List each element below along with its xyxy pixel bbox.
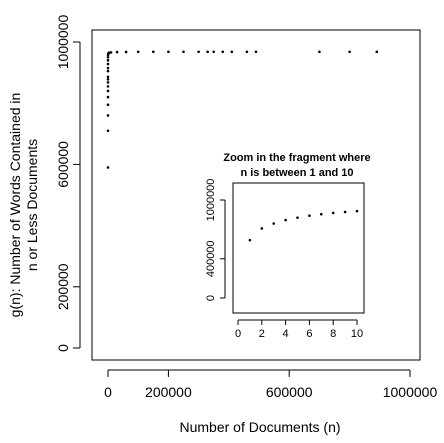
- inset-data-point: [320, 212, 323, 216]
- inset-x-tick-label: 6: [306, 328, 312, 340]
- inset-x-tick-label: 0: [235, 328, 241, 340]
- inset-plot: Zoom in the fragment where n is between 1…: [205, 152, 371, 340]
- data-point: [230, 50, 234, 54]
- inset-title-line: Zoom in the fragment where: [223, 152, 370, 164]
- data-point: [212, 50, 215, 54]
- inset-data-point: [248, 238, 252, 242]
- main-y-tick-label: 1000000: [55, 15, 71, 70]
- main-data-points: [106, 50, 379, 169]
- data-point: [182, 50, 185, 54]
- data-point: [106, 129, 110, 133]
- main-x-tick-label: 1000000: [383, 384, 438, 400]
- inset-title-line: n is between 1 and 10: [240, 167, 353, 179]
- data-point: [375, 50, 379, 54]
- data-point: [254, 50, 258, 54]
- data-point: [109, 51, 113, 54]
- data-point: [106, 66, 110, 70]
- data-point: [221, 50, 225, 54]
- inset-x-tick-label: 8: [330, 328, 336, 340]
- inset-plot-frame: [232, 182, 365, 314]
- inset-data-point: [331, 211, 335, 215]
- data-point: [152, 50, 155, 54]
- data-point: [318, 50, 321, 54]
- inset-x-tick-label: 10: [351, 328, 363, 340]
- inset-x-tick-label: 4: [283, 328, 289, 340]
- inset-data-point: [296, 216, 299, 219]
- inset-data-point: [272, 222, 276, 225]
- inset-y-tick-label: 1000000: [205, 179, 217, 222]
- main-y-tick-label: 0: [55, 344, 71, 352]
- inset-data-point: [308, 214, 311, 217]
- data-point: [106, 75, 110, 79]
- data-point: [106, 81, 110, 84]
- main-x-tick-label: 600000: [266, 384, 313, 400]
- main-y-axis-title-line: n or Less Documents: [24, 139, 40, 271]
- data-point: [106, 95, 110, 99]
- data-point: [106, 85, 110, 88]
- data-point: [167, 50, 170, 54]
- main-plot-frame: [91, 29, 421, 361]
- inset-y-tick-label: 400000: [205, 240, 217, 277]
- inset-data-points: [248, 209, 359, 242]
- data-point: [124, 50, 128, 54]
- data-point: [115, 50, 119, 54]
- main-y-tick-label: 600000: [55, 141, 71, 188]
- data-point: [107, 51, 111, 55]
- data-point: [106, 69, 110, 73]
- inset-x-tick-label: 2: [259, 328, 265, 340]
- main-y-axis-title-line: g(n): Number of Words Contained in: [7, 93, 23, 318]
- main-y-tick-label: 200000: [55, 263, 71, 310]
- data-point: [106, 103, 110, 107]
- data-point: [106, 62, 110, 66]
- main-x-tick-label: 0: [104, 384, 112, 400]
- inset-data-point: [355, 209, 359, 213]
- inset-data-point: [284, 218, 287, 222]
- main-y-axis-title: g(n): Number of Words Contained in n or L…: [7, 93, 40, 318]
- main-x-tick-label: 200000: [145, 384, 192, 400]
- data-point: [106, 56, 110, 59]
- data-point: [245, 50, 249, 54]
- inset-data-point: [343, 210, 347, 214]
- data-point: [136, 50, 140, 54]
- inset-y-tick-label: 0: [205, 295, 217, 301]
- data-point: [348, 50, 351, 54]
- data-point: [106, 89, 110, 93]
- data-point: [206, 50, 209, 54]
- inset-data-point: [260, 227, 264, 230]
- data-point: [106, 166, 110, 169]
- data-point: [197, 50, 200, 54]
- main-x-axis-title: Number of Documents (n): [179, 419, 340, 435]
- data-point: [106, 114, 110, 117]
- data-point: [106, 78, 110, 81]
- data-point: [106, 59, 110, 62]
- main-plot: 0 200000 600000 1000000 0 200000 600000 1000000…: [7, 15, 437, 435]
